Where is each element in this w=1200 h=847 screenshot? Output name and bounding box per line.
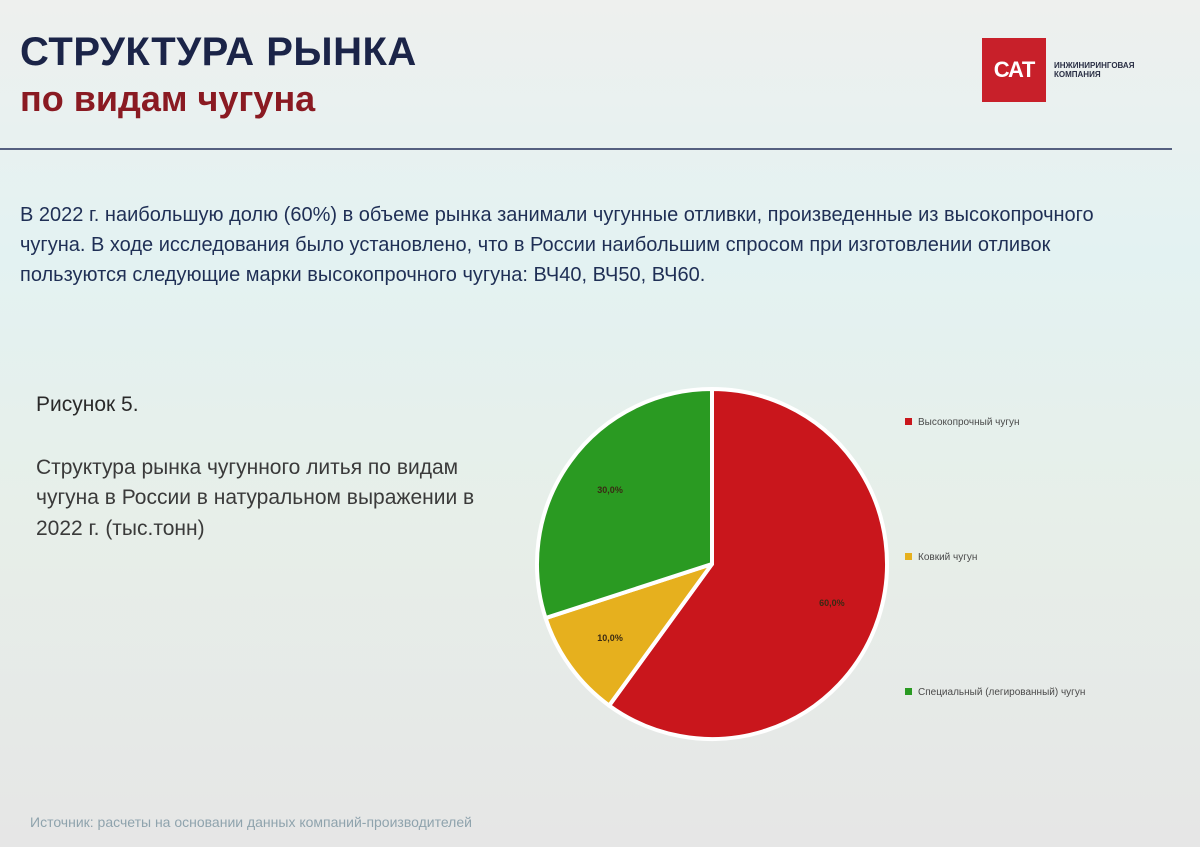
pie-data-label: 30,0%	[597, 485, 623, 495]
logo-mark: САТ	[982, 38, 1046, 102]
pie-data-label: 10,0%	[597, 633, 623, 643]
pie-slice	[607, 387, 889, 741]
pie-data-label: 60,0%	[819, 598, 845, 608]
legend-swatch	[905, 688, 912, 695]
chart-legend: Высокопрочный чугун Ковкий чугун Специальн…	[905, 417, 1085, 698]
pie-slice	[535, 387, 714, 621]
figure-label: Рисунок 5.	[36, 393, 139, 416]
pie-slice	[543, 562, 714, 708]
header-divider	[0, 148, 1172, 150]
company-logo: САТ ИНЖИНИРИНГОВАЯ КОМПАНИЯ	[982, 38, 1144, 102]
pie-data-labels: 60,0% 10,0% 30,0%	[597, 485, 844, 643]
legend-swatch	[905, 418, 912, 425]
intro-paragraph: В 2022 г. наибольшую долю (60%) в объеме…	[20, 204, 1094, 286]
logo-text: ИНЖИНИРИНГОВАЯ КОМПАНИЯ	[1054, 60, 1135, 79]
legend-swatch	[905, 553, 912, 560]
pie-slices	[535, 387, 889, 741]
page-title: СТРУКТУРА РЫНКА по видам чугуна	[20, 28, 417, 121]
legend-label: Ковкий чугун	[918, 552, 977, 563]
legend-label: Специальный (легированный) чугун	[918, 687, 1085, 698]
page-title-line1: СТРУКТУРА РЫНКА	[20, 30, 417, 74]
legend-label: Высокопрочный чугун	[918, 417, 1020, 428]
page-subtitle: по видам чугуна	[20, 77, 316, 119]
figure-caption: Структура рынка чугунного литья по видам…	[36, 456, 475, 540]
source-note: Источник: расчеты на основании данных ко…	[30, 814, 472, 830]
